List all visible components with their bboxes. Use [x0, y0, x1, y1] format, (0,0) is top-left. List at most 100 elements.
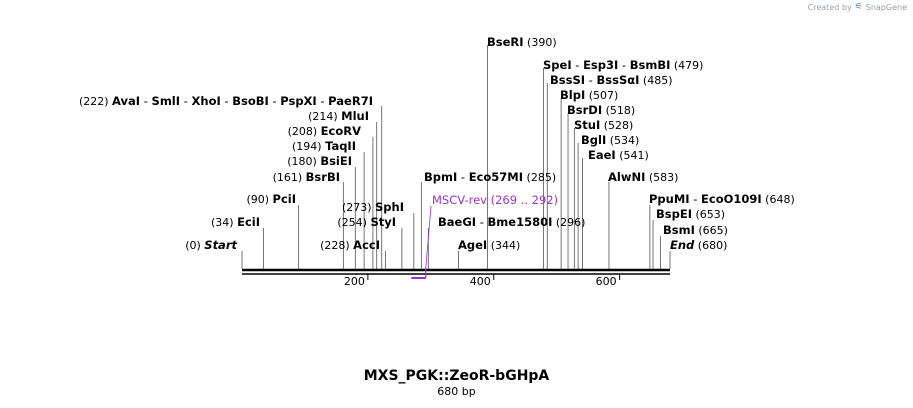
feature-position: (528) — [600, 119, 633, 132]
feature-label-bsrbi[interactable]: (161) BsrBI — [273, 170, 340, 184]
enzyme-name: PpuMI — [649, 192, 690, 206]
enzyme-name: BglI — [581, 133, 606, 147]
feature-label-avai[interactable]: (222) AvaI - SmlI - XhoI - BsoBI - PspXI… — [79, 94, 373, 108]
feature-label-bsmi[interactable]: BsmI (665) — [663, 223, 728, 237]
feature-label-bsrdi[interactable]: BsrDI (518) — [567, 103, 635, 117]
enzyme-name: AgeI — [458, 238, 487, 252]
feature-label-eaei[interactable]: EaeI (541) — [588, 148, 649, 162]
snapgene-logo-icon: ⚟ — [854, 2, 863, 12]
feature-label-ppumi[interactable]: PpuMI - EcoO109I (648) — [649, 192, 795, 206]
enzyme-name: BlpI — [560, 88, 585, 102]
feature-label-pcii[interactable]: (90) PciI — [246, 192, 296, 206]
feature-label-mlui[interactable]: (214) MluI — [308, 109, 369, 123]
name-separator: - — [618, 58, 629, 72]
enzyme-name: PaeR7I — [328, 94, 373, 108]
enzyme-name: BsmBI — [630, 58, 671, 72]
plasmid-name: MXS_PGK::ZeoR-bGHpA — [363, 368, 550, 384]
feature-position: (390) — [524, 36, 557, 49]
feature-position: (222) — [79, 95, 112, 108]
map-title: MXS_PGK::ZeoR-bGHpA 680 bp — [0, 368, 913, 398]
feature-position: (208) — [288, 125, 321, 138]
primer-annotation[interactable]: MSCV-rev (269 .. 292) — [411, 193, 558, 279]
feature-position: (680) — [694, 239, 727, 252]
feature-position: (90) — [246, 193, 272, 206]
feature-label-bglI[interactable]: BglI (534) — [581, 133, 639, 147]
feature-label-blpi[interactable]: BlpI (507) — [560, 88, 618, 102]
enzyme-name: End — [670, 238, 695, 252]
enzyme-name: EcoRV — [321, 124, 361, 138]
feature-position: (653) — [692, 208, 725, 221]
feature-label-start[interactable]: (0) Start — [185, 238, 237, 252]
feature-position: (180) — [287, 155, 320, 168]
enzyme-name: AlwNI — [608, 170, 645, 184]
name-separator: - — [180, 94, 191, 108]
feature-position: (296) — [552, 216, 585, 229]
enzyme-name: SmlI — [152, 94, 181, 108]
feature-label-sphi[interactable]: (273) SphI — [342, 200, 404, 214]
feature-position: (194) — [292, 140, 325, 153]
feature-label-end[interactable]: End (680) — [670, 238, 727, 252]
feature-label-styi[interactable]: (254) StyI — [337, 215, 396, 229]
name-separator: - — [221, 94, 232, 108]
primer-label[interactable]: MSCV-rev (269 .. 292) — [432, 193, 558, 207]
enzyme-name: StyI — [370, 215, 396, 229]
feature-label-ecorv[interactable]: (208) EcoRV — [288, 124, 362, 138]
primer-leader-line — [425, 205, 432, 269]
feature-position: (507) — [585, 89, 618, 102]
enzyme-name: BspEI — [656, 207, 692, 221]
enzyme-name: BseRI — [487, 35, 524, 49]
enzyme-name: Eco57MI — [469, 170, 523, 184]
enzyme-name: BsmI — [663, 223, 695, 237]
feature-position: (648) — [762, 193, 795, 206]
feature-position: (254) — [337, 216, 370, 229]
name-separator: - — [269, 94, 280, 108]
enzyme-name: TaqII — [325, 139, 356, 153]
feature-label-bsiei[interactable]: (180) BsiEI — [287, 154, 352, 168]
feature-label-ecii[interactable]: (34) EciI — [211, 215, 260, 229]
enzyme-name: BpmI — [424, 170, 457, 184]
feature-label-baegi[interactable]: BaeGI - Bme1580I (296) — [438, 215, 585, 229]
feature-label-taqii[interactable]: (194) TaqII — [292, 139, 356, 153]
name-separator: - — [317, 94, 328, 108]
credit-prefix: Created by — [807, 2, 852, 12]
ruler-ticks: 200 400 600 — [344, 274, 621, 288]
feature-position: (518) — [602, 104, 635, 117]
enzyme-name: Start — [204, 238, 237, 252]
feature-label-acci[interactable]: (228) AccI — [320, 238, 380, 252]
feature-label-bpmi[interactable]: BpmI - Eco57MI (285) — [424, 170, 556, 184]
feature-position: (344) — [487, 239, 520, 252]
name-separator: - — [585, 73, 596, 87]
feature-position: (228) — [320, 239, 353, 252]
feature-label-agei[interactable]: AgeI (344) — [458, 238, 520, 252]
enzyme-name: PspXI — [280, 94, 316, 108]
feature-position: (479) — [670, 59, 703, 72]
tick-label: 200 — [344, 275, 365, 288]
enzyme-name: BsrBI — [306, 170, 340, 184]
feature-label-bspei[interactable]: BspEI (653) — [656, 207, 725, 221]
feature-label-spei[interactable]: SpeI - Esp3I - BsmBI (479) — [543, 58, 703, 72]
feature-label-stui[interactable]: StuI (528) — [574, 118, 633, 132]
primer-range: (269 .. 292) — [487, 193, 558, 207]
primer-name: MSCV-rev — [432, 193, 487, 207]
tick-label: 400 — [470, 275, 491, 288]
enzyme-name: AvaI — [112, 94, 140, 108]
enzyme-name: Esp3I — [583, 58, 618, 72]
enzyme-name: Bme1580I — [488, 215, 553, 229]
name-separator: - — [572, 58, 583, 72]
enzyme-name: BsiEI — [320, 154, 352, 168]
feature-labels: (0) Start(34) EciI(90) PciI(161) BsrBI(1… — [79, 35, 795, 252]
name-separator: - — [140, 94, 151, 108]
feature-position: (541) — [616, 149, 649, 162]
feature-label-alwni[interactable]: AlwNI (583) — [608, 170, 678, 184]
feature-position: (583) — [645, 171, 678, 184]
feature-label-beseri[interactable]: BseRI (390) — [487, 35, 557, 49]
name-separator: - — [690, 192, 701, 206]
enzyme-name: BssSαI — [597, 73, 640, 87]
feature-position: (161) — [273, 171, 306, 184]
enzyme-name: BsoBI — [232, 94, 269, 108]
feature-label-bsssi[interactable]: BssSI - BssSαI (485) — [550, 73, 673, 87]
enzyme-name: StuI — [574, 118, 600, 132]
enzyme-name: BsrDI — [567, 103, 602, 117]
enzyme-name: SpeI — [543, 58, 572, 72]
